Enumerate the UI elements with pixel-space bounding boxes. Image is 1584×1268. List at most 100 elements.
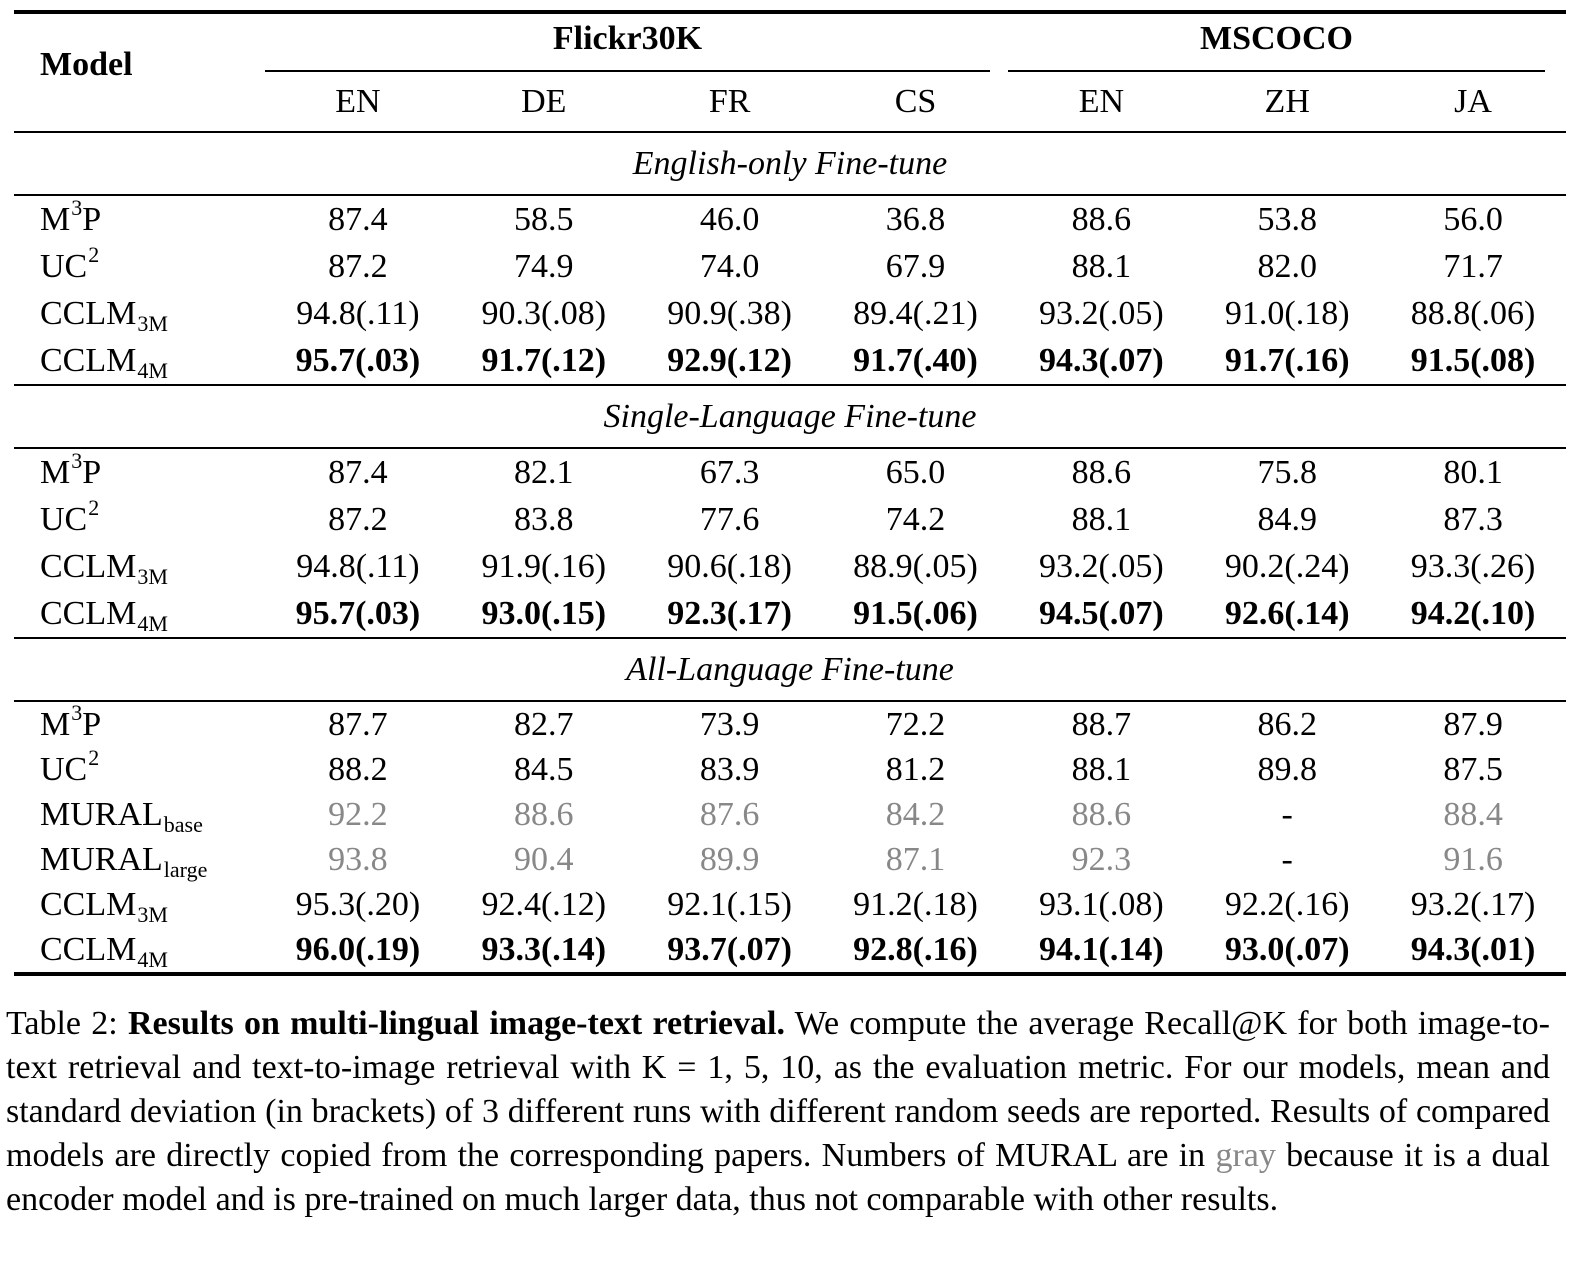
table-row: UC 2 88.2 84.5 83.9 81.2 88.1 89.8 87.5 [14, 744, 1566, 792]
value-cell: 93.3(.14) [481, 930, 607, 968]
value-cell: 87.6 [699, 795, 760, 833]
model-superscript: 3 [71, 194, 83, 220]
value-cell: 90.3(.08) [481, 294, 607, 332]
model-subscript: 3M [137, 310, 168, 336]
value-cell: 93.3(.26) [1410, 547, 1536, 585]
value-cell: 88.6 [514, 795, 574, 833]
section-rule [14, 447, 1566, 449]
value-cell: 58.5 [514, 200, 574, 238]
table-bottom-rule [14, 972, 1566, 976]
value-cell: 96.0(.19) [295, 930, 421, 968]
model-name: CCLM [40, 885, 137, 923]
value-cell: 93.2(.17) [1410, 885, 1536, 923]
model-column-header: Model [40, 46, 133, 83]
value-cell: 93.7(.07) [667, 930, 792, 968]
model-cell: CCLM 3M [14, 290, 265, 337]
model-name: UC [40, 750, 88, 788]
value-cell: 92.2(.16) [1224, 885, 1350, 923]
model-cell: UC 2 [14, 744, 265, 792]
model-name: M [40, 705, 71, 743]
language-header-row: EN DE FR CS EN ZH JA [14, 72, 1566, 131]
value-cell: 87.2 [328, 500, 388, 538]
value-cell: 87.5 [1443, 750, 1503, 788]
results-table: Model Flickr30K MSCOCO EN DE FR CS EN ZH JA En… [14, 10, 1566, 976]
value-cell: 92.4(.12) [481, 885, 607, 923]
value-cell: 94.8(.11) [296, 294, 420, 332]
value-cell: 95.7(.03) [295, 594, 421, 632]
value-cell: 91.2(.18) [853, 885, 978, 923]
model-name: CCLM [40, 930, 137, 968]
section-title: English-only Fine-tune [632, 144, 948, 182]
model-name: MURAL [40, 840, 163, 878]
table-row: M 3 P 87.4 82.1 67.3 65.0 88.6 75.8 80.1 [14, 448, 1566, 496]
value-cell: 87.3 [1443, 500, 1503, 538]
value-cell: 71.7 [1443, 247, 1503, 285]
caption-prefix: Table 2: [6, 1005, 128, 1042]
table-row: UC 2 87.2 83.8 77.6 74.2 88.1 84.9 87.3 [14, 495, 1566, 543]
value-cell: 83.8 [514, 500, 574, 538]
table-row: CCLM 3M 94.8(.11) 90.3(.08) 90.9(.38) 89.4(.2… [14, 290, 1566, 337]
model-superscript: 2 [88, 744, 100, 770]
paper-page: Model Flickr30K MSCOCO EN DE FR CS EN ZH JA En… [0, 10, 1584, 1268]
value-cell: 91.7(.12) [481, 341, 607, 379]
value-cell: 87.7 [328, 705, 388, 743]
value-cell: 93.0(.15) [481, 594, 607, 632]
value-cell: 77.6 [699, 500, 760, 538]
value-cell: 74.0 [699, 247, 760, 285]
value-cell: 92.9(.12) [667, 341, 792, 379]
table-row: M 3 P 87.4 58.5 46.0 36.8 88.6 53.8 56.0 [14, 194, 1566, 243]
column-header-flickr30k-cs: CS [894, 82, 937, 120]
value-cell: 91.5(.08) [1410, 341, 1536, 379]
value-cell: 87.2 [328, 247, 388, 285]
caption-bold-title: Results on multi-lingual image-text retr… [127, 1005, 785, 1042]
value-cell: 56.0 [1443, 200, 1503, 238]
model-cell: UC 2 [14, 495, 265, 543]
model-cell: CCLM 4M [14, 337, 265, 384]
table-body: English-only Fine-tune M 3 P 87.4 58.5 46.0 36.… [14, 131, 1566, 972]
model-superscript: 2 [88, 241, 100, 267]
model-subscript: 3M [137, 563, 168, 589]
model-subscript: 4M [137, 357, 168, 383]
value-cell: 88.6 [1071, 200, 1132, 238]
value-cell: 82.1 [514, 453, 574, 491]
value-cell: 87.4 [328, 453, 388, 491]
group-header-flickr30k: Flickr30K [552, 20, 703, 57]
model-cell: CCLM 4M [14, 927, 265, 972]
value-cell: 95.7(.03) [295, 341, 421, 379]
value-cell: 67.3 [699, 453, 760, 491]
model-cell: MURAL large [14, 837, 265, 882]
value-cell: 87.1 [885, 840, 946, 878]
table-row: CCLM 3M 95.3(.20) 92.4(.12) 92.1(.15) 91.2(.1… [14, 882, 1566, 927]
table-row: MURAL base 92.2 88.6 87.6 84.2 88.6 - 88.4 [14, 792, 1566, 837]
value-cell: 74.2 [885, 500, 946, 538]
value-cell: 88.1 [1071, 500, 1132, 538]
column-header-flickr30k-de: DE [521, 82, 567, 120]
value-cell: 89.4(.21) [853, 294, 978, 332]
table-top-rule [14, 10, 1566, 14]
value-cell: - [1281, 795, 1293, 833]
value-cell: 36.8 [885, 200, 946, 238]
column-header-mscoco-en: EN [1078, 82, 1125, 120]
model-name: CCLM [40, 294, 137, 332]
caption-body: We compute the average Recall@K for both… [6, 1005, 1551, 1174]
column-header-mscoco-zh: ZH [1264, 82, 1310, 120]
value-cell: 74.9 [514, 247, 574, 285]
value-cell: 89.9 [699, 840, 760, 878]
model-name: CCLM [40, 547, 137, 585]
table-row: CCLM 4M 96.0(.19) 93.3(.14) 93.7(.07) 92.8(.1… [14, 927, 1566, 972]
section-title: Single-Language Fine-tune [603, 397, 977, 435]
group-header-mscoco: MSCOCO [1200, 20, 1353, 57]
value-cell: 88.6 [1071, 795, 1132, 833]
value-cell: 73.9 [699, 705, 760, 743]
model-cell: CCLM 3M [14, 882, 265, 927]
value-cell: 86.2 [1257, 705, 1317, 743]
value-cell: 53.8 [1257, 200, 1317, 238]
value-cell: 87.9 [1443, 705, 1503, 743]
model-cell: CCLM 3M [14, 543, 265, 590]
table-row: M 3 P 87.7 82.7 73.9 72.2 88.7 86.2 87.9 [14, 700, 1566, 747]
table-row: CCLM 4M 95.7(.03) 91.7(.12) 92.9(.12) 91.7(.4… [14, 337, 1566, 384]
value-cell: 93.2(.05) [1039, 294, 1164, 332]
table-row: CCLM 3M 94.8(.11) 91.9(.16) 90.6(.18) 88.9(.0… [14, 543, 1566, 590]
value-cell: 88.2 [328, 750, 388, 788]
value-cell: 65.0 [885, 453, 946, 491]
